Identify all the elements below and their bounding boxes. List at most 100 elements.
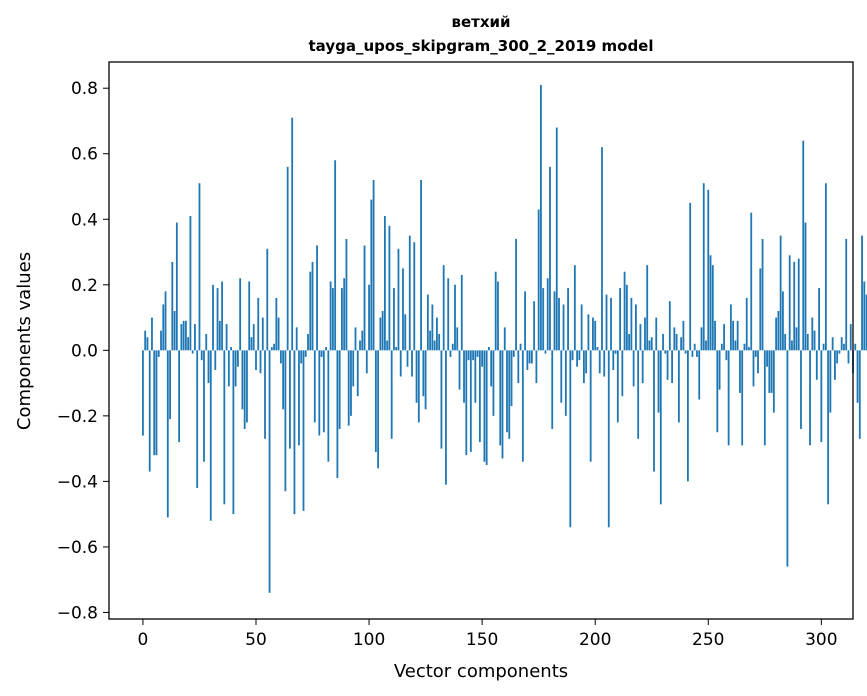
bar-136 [449,350,452,357]
bar-35 [221,281,223,351]
bar-196 [585,350,588,374]
bar-36 [223,350,226,505]
bar-248 [702,183,705,351]
bar-117 [406,350,409,367]
bar-68 [295,327,298,351]
bar-222 [644,317,646,351]
bar-289 [795,327,798,351]
bar-62 [282,350,285,410]
x-tick-label: 300 [805,630,837,650]
bar-46 [246,350,248,423]
bar-105 [379,317,382,351]
bar-223 [646,265,649,351]
bar-177 [542,288,545,351]
bar-256 [720,343,723,351]
bar-230 [662,333,664,351]
bar-83 [329,281,332,351]
bar-119 [411,350,413,377]
bar-284 [784,333,787,351]
bar-308 [838,350,841,354]
bar-44 [241,350,244,410]
bar-11 [166,350,169,518]
bar-296 [811,317,814,351]
bar-193 [578,350,581,361]
x-axis-label: Vector components [394,661,568,682]
y-tick-label: −0.8 [57,603,98,623]
bar-85 [334,160,337,351]
bar-100 [368,284,370,351]
bar-159 [501,350,504,459]
bar-279 [772,350,775,413]
bar-173 [533,301,536,351]
bar-275 [763,350,766,446]
bar-108 [386,340,389,351]
y-axis-ticks: −0.8 −0.6 −0.4 −0.2 0.0 0.2 0.4 0.6 0.8 [57,79,109,623]
bar-287 [791,340,793,351]
bar-181 [551,350,554,429]
bar-254 [716,350,719,433]
bar-130 [436,317,438,351]
bar-8 [160,330,162,351]
bar-149 [478,350,481,443]
bar-45 [243,350,246,429]
bar-194 [580,304,583,351]
bar-273 [759,268,762,351]
bar-180 [549,166,551,351]
bar-5 [153,350,156,456]
y-tick-label: 0.4 [71,210,98,230]
bar-122 [417,350,420,423]
bar-98 [363,245,366,351]
y-tick-label: 0.2 [71,276,98,296]
bar-141 [460,274,463,351]
bar-48 [250,337,253,351]
bar-214 [625,284,628,351]
bar-212 [621,350,624,397]
bar-120 [413,242,416,351]
bar-227 [655,317,658,351]
bar-166 [517,350,520,384]
bar-199 [592,317,594,351]
bar-32 [214,350,217,370]
bar-26 [200,350,203,361]
bar-30 [209,350,212,521]
bar-123 [420,179,422,351]
bar-292 [802,140,805,351]
bar-232 [666,350,669,380]
bar-302 [824,183,827,351]
bar-74 [309,271,312,351]
bar-25 [198,183,201,351]
bar-291 [800,350,802,429]
bar-53 [261,317,264,351]
bar-280 [775,317,778,351]
bar-81 [325,347,327,351]
bar-77 [316,245,318,351]
bar-92 [350,350,352,416]
bar-16 [178,350,181,443]
bar-94 [354,327,357,351]
bar-224 [648,340,651,351]
bar-281 [777,311,780,351]
bar-121 [415,350,418,403]
bar-260 [729,304,732,351]
bar-150 [481,350,484,367]
bar-133 [442,265,445,351]
bar-31 [212,284,214,351]
bar-310 [843,343,845,351]
bar-50 [255,350,257,370]
bar-169 [524,291,526,351]
bar-23 [194,324,196,351]
bar-1 [144,330,147,351]
bar-195 [582,350,585,384]
bar-271 [754,350,757,357]
bar-285 [786,350,789,567]
bar-129 [433,340,436,351]
bar-209 [614,350,617,354]
bar-145 [469,350,472,452]
bar-239 [682,320,685,351]
bar-183 [555,127,558,351]
bar-71 [302,350,305,511]
bar-218 [635,304,637,351]
bar-42 [237,350,239,367]
bar-269 [750,212,753,351]
bar-104 [377,350,380,469]
